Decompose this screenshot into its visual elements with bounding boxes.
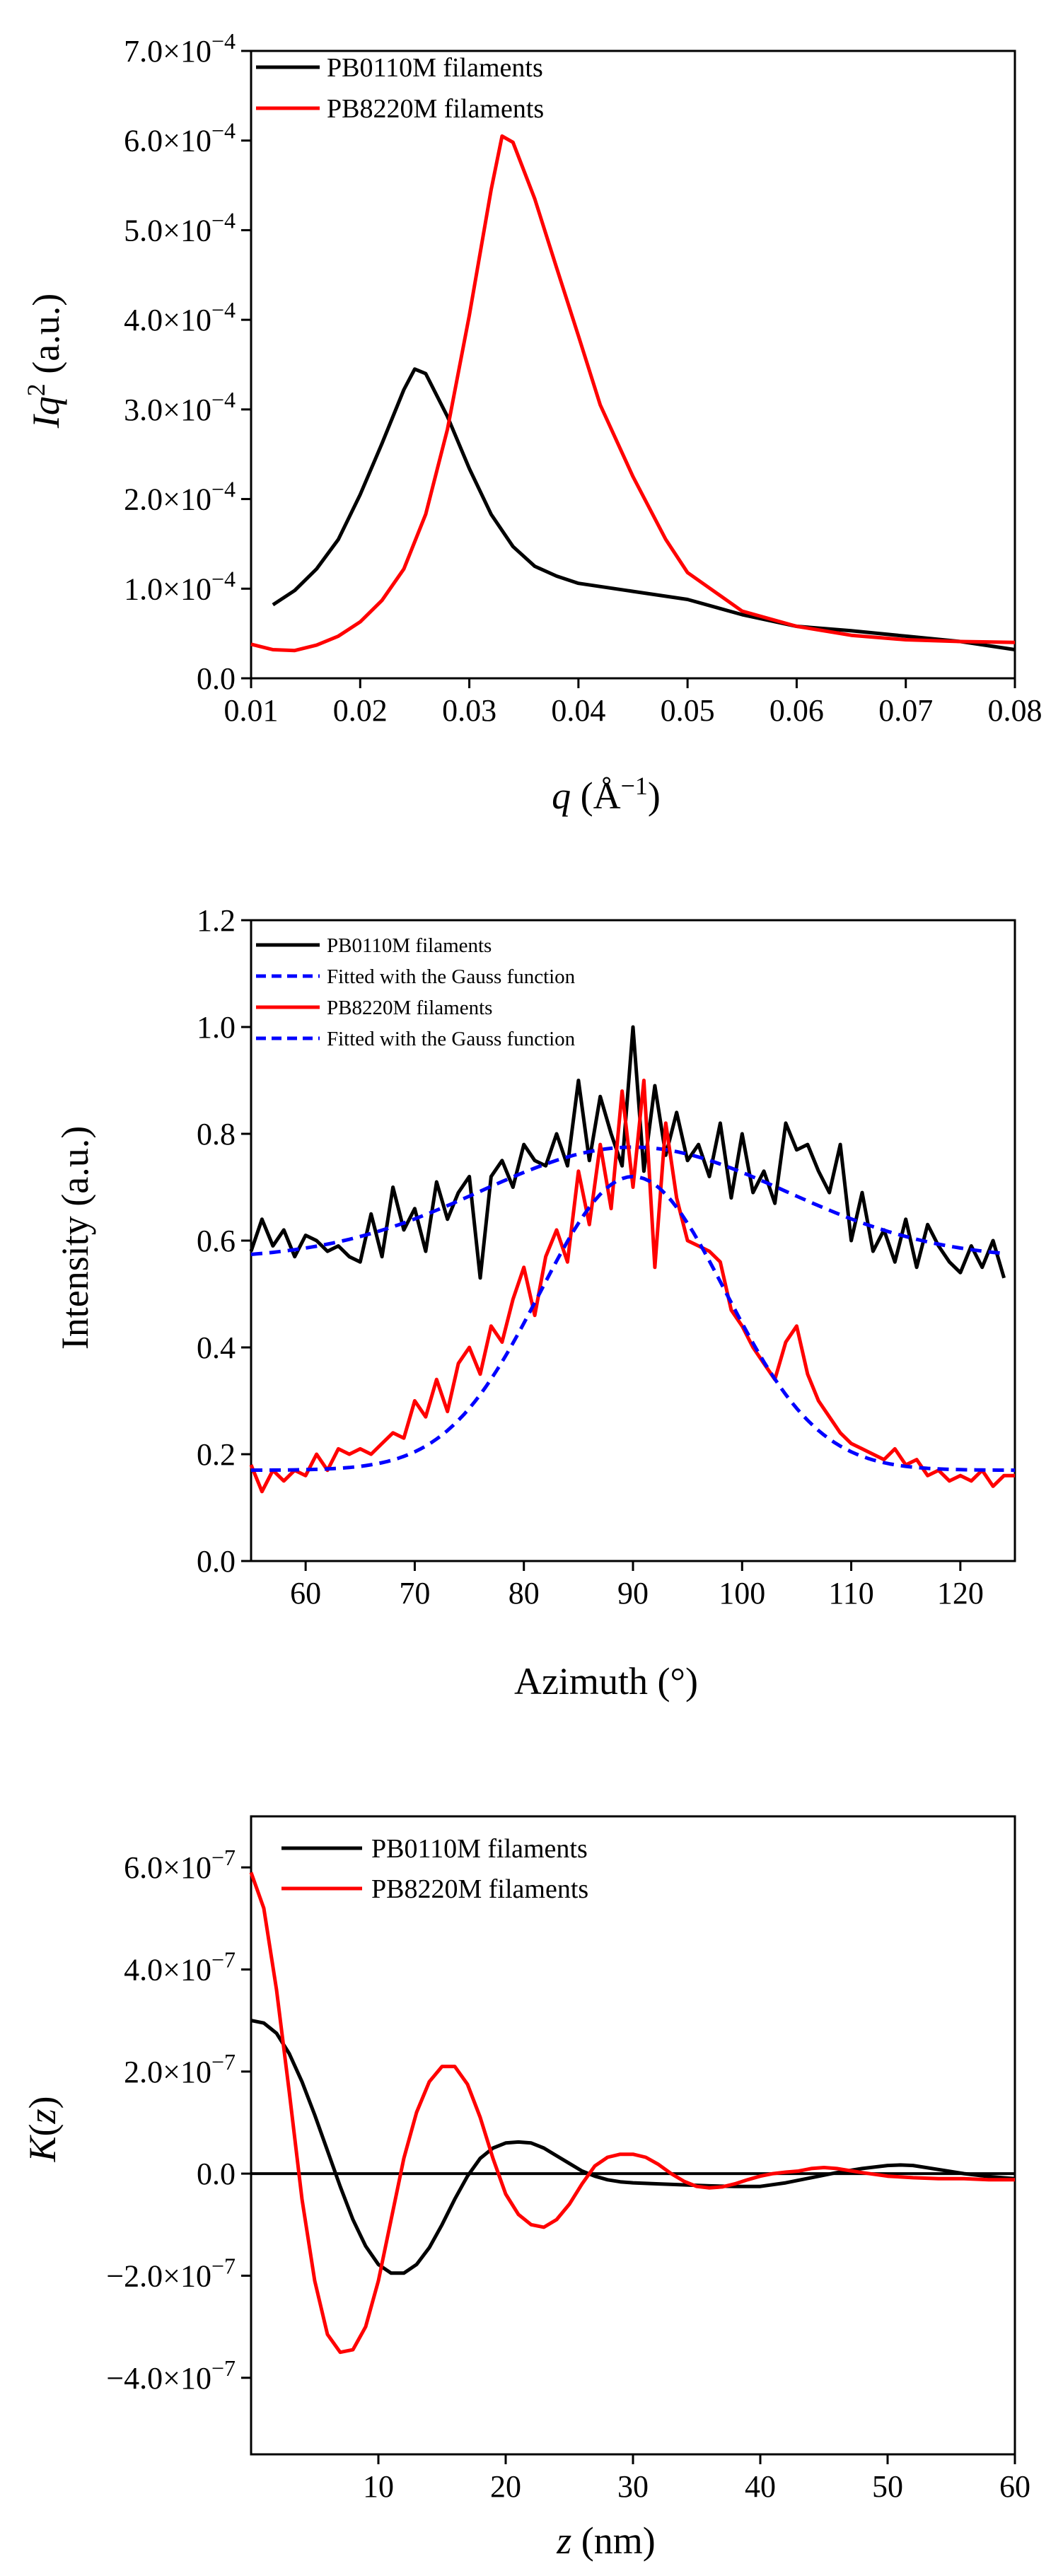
- x-axis-ticks: 10 20 30 40 50 60: [363, 2454, 1030, 2504]
- legend-label-gauss-fit-2: Fitted with the Gauss function: [327, 1028, 576, 1050]
- y-tick-label: 4.0×10−4: [124, 297, 236, 337]
- legend-label-pb0110m: PB0110M filaments: [371, 1834, 588, 1864]
- x-tick-label: 100: [719, 1576, 765, 1611]
- series-line-pb8220m-filaments-1: [249, 1872, 1015, 2355]
- x-tick-label: 110: [828, 1576, 873, 1611]
- y-tick-label: 0.8: [197, 1117, 236, 1151]
- x-tick-label: 0.08: [988, 693, 1042, 728]
- series-line-pb8220m-filaments-1: [250, 134, 1016, 653]
- x-tick-label: 80: [509, 1576, 540, 1611]
- y-axis-label-exponent: 2: [22, 383, 50, 396]
- y-tick-label: 0.2: [197, 1437, 236, 1472]
- y-tick-label: 4.0×10−7: [124, 1946, 236, 1987]
- y-tick-label: 5.0×10−4: [124, 207, 236, 248]
- y-axis-ticks: −4.0×10−7 −2.0×10−7 0.0 2.0×10−7 4.0×10−7 6.0…: [106, 1845, 251, 2396]
- y-tick-label: 2.0×10−4: [124, 477, 236, 517]
- legend: PB0110M filaments PB8220M filaments: [256, 53, 544, 124]
- panel-saxs-kratky: 0.01 0.02 0.03 0.04 0.05 0.06 0.07 0.08 0.0 1.0×…: [22, 28, 1042, 817]
- x-axis-label-unit: (Å: [571, 774, 620, 817]
- x-tick-label: 0.01: [224, 693, 279, 728]
- x-axis-label-symbol: z: [556, 2519, 571, 2562]
- x-tick-label: 0.04: [551, 693, 605, 728]
- series-group: [249, 1025, 1016, 1494]
- y-tick-label: 1.2: [197, 903, 236, 938]
- x-axis-label-symbol: q: [552, 774, 571, 817]
- y-tick-label: 1.0: [197, 1010, 236, 1045]
- y-tick-label: 6.0×10−4: [124, 118, 236, 158]
- y-tick-label: −2.0×10−7: [106, 2253, 236, 2293]
- x-tick-label: 0.06: [769, 693, 824, 728]
- series-line-pb0110m-filaments-0: [249, 1025, 1006, 1280]
- y-tick-label: 2.0×10−7: [124, 2049, 236, 2089]
- legend-label-pb8220m: PB8220M filaments: [327, 94, 544, 124]
- x-tick-label: 50: [872, 2469, 903, 2504]
- x-axis-label-unit-exponent: −1: [621, 772, 648, 800]
- series-line-fitted-with-the-gauss-function-3: [250, 1174, 1016, 1473]
- y-axis-label: Iq2 (a.u.): [22, 294, 67, 429]
- x-tick-label: 120: [937, 1576, 984, 1611]
- y-axis-ticks: 0.0 1.0×10−4 2.0×10−4 3.0×10−4 4.0×10−4 5.0×1…: [124, 28, 251, 696]
- y-axis-label-symbol: K: [21, 2135, 64, 2163]
- x-axis-ticks: 0.01 0.02 0.03 0.04 0.05 0.06 0.07 0.08: [224, 678, 1042, 728]
- panel-correlation-function: 10 20 30 40 50 60 −4.0×10−7 −2.0×10−7 0.0 2.0×10…: [21, 1815, 1030, 2562]
- x-tick-label: 10: [363, 2469, 394, 2504]
- x-tick-label: 0.02: [333, 693, 388, 728]
- y-tick-label: 0.0: [197, 661, 236, 696]
- legend: PB0110M filaments PB8220M filaments: [281, 1834, 588, 1904]
- plot-frame: [250, 1815, 1016, 2456]
- y-axis-label-variable: z: [21, 2108, 64, 2124]
- series-group: [250, 134, 1016, 653]
- y-tick-label: 1.0×10−4: [124, 566, 236, 606]
- y-tick-label: 7.0×10−4: [124, 28, 236, 69]
- x-axis-label-close: ): [648, 774, 661, 817]
- y-tick-label: 0.0: [197, 1544, 236, 1579]
- x-tick-label: 70: [399, 1576, 430, 1611]
- y-tick-label: −4.0×10−7: [106, 2355, 236, 2396]
- x-tick-label: 0.03: [442, 693, 496, 728]
- legend-label-pb0110m: PB0110M filaments: [327, 934, 492, 957]
- y-axis-label-close: ): [21, 2096, 64, 2108]
- legend: PB0110M filaments Fitted with the Gauss …: [256, 934, 576, 1050]
- y-axis-label: Intensity (a.u.): [54, 1126, 96, 1350]
- x-tick-label: 20: [490, 2469, 521, 2504]
- y-axis-label: K(z): [21, 2096, 64, 2162]
- panel-azimuthal-profile: 60 70 80 90 100 110 120 0.00.20.40.60.81.01.2 …: [54, 903, 1016, 1702]
- x-tick-label: 0.07: [878, 693, 933, 728]
- y-tick-label: 0.0: [197, 2157, 236, 2191]
- y-tick-label: 0.6: [197, 1224, 236, 1258]
- x-axis-label: z (nm): [556, 2519, 655, 2562]
- x-tick-label: 0.05: [661, 693, 715, 728]
- series-group: [249, 1872, 1016, 2355]
- y-tick-label: 3.0×10−4: [124, 387, 236, 427]
- y-tick-label: 0.4: [197, 1330, 236, 1365]
- legend-label-gauss-fit-1: Fitted with the Gauss function: [327, 965, 576, 988]
- x-axis-label: q (Å−1): [552, 772, 661, 817]
- series-line-pb8220m-filaments-2: [249, 1079, 1015, 1494]
- y-axis-label-symbol: Iq: [25, 396, 67, 429]
- legend-label-pb8220m: PB8220M filaments: [371, 1874, 588, 1904]
- y-axis-ticks: 0.0 0.2 0.4 0.6 0.8 1.0 1.2: [197, 903, 251, 1579]
- x-tick-label: 30: [617, 2469, 649, 2504]
- series-line-pb0110m-filaments-0: [250, 2019, 1016, 2275]
- legend-label-pb0110m: PB0110M filaments: [327, 53, 543, 83]
- legend-label-pb8220m: PB8220M filaments: [327, 997, 492, 1019]
- y-tick-label: 6.0×10−7: [124, 1845, 236, 1885]
- x-tick-label: 40: [745, 2469, 776, 2504]
- x-axis-label-unit: (nm): [571, 2519, 655, 2562]
- x-tick-label: 90: [617, 1576, 649, 1611]
- y-axis-label-open: (: [21, 2123, 64, 2136]
- x-axis-label: Azimuth (°): [514, 1660, 698, 1702]
- x-axis-ticks: 60 70 80 90 100 110 120: [290, 1561, 984, 1611]
- y-axis-label-unit: (a.u.): [25, 294, 67, 383]
- series-line-pb0110m-filaments-0: [272, 367, 1016, 651]
- x-tick-label: 60: [290, 1576, 321, 1611]
- x-tick-label: 60: [999, 2469, 1030, 2504]
- plot-frame: [250, 50, 1016, 680]
